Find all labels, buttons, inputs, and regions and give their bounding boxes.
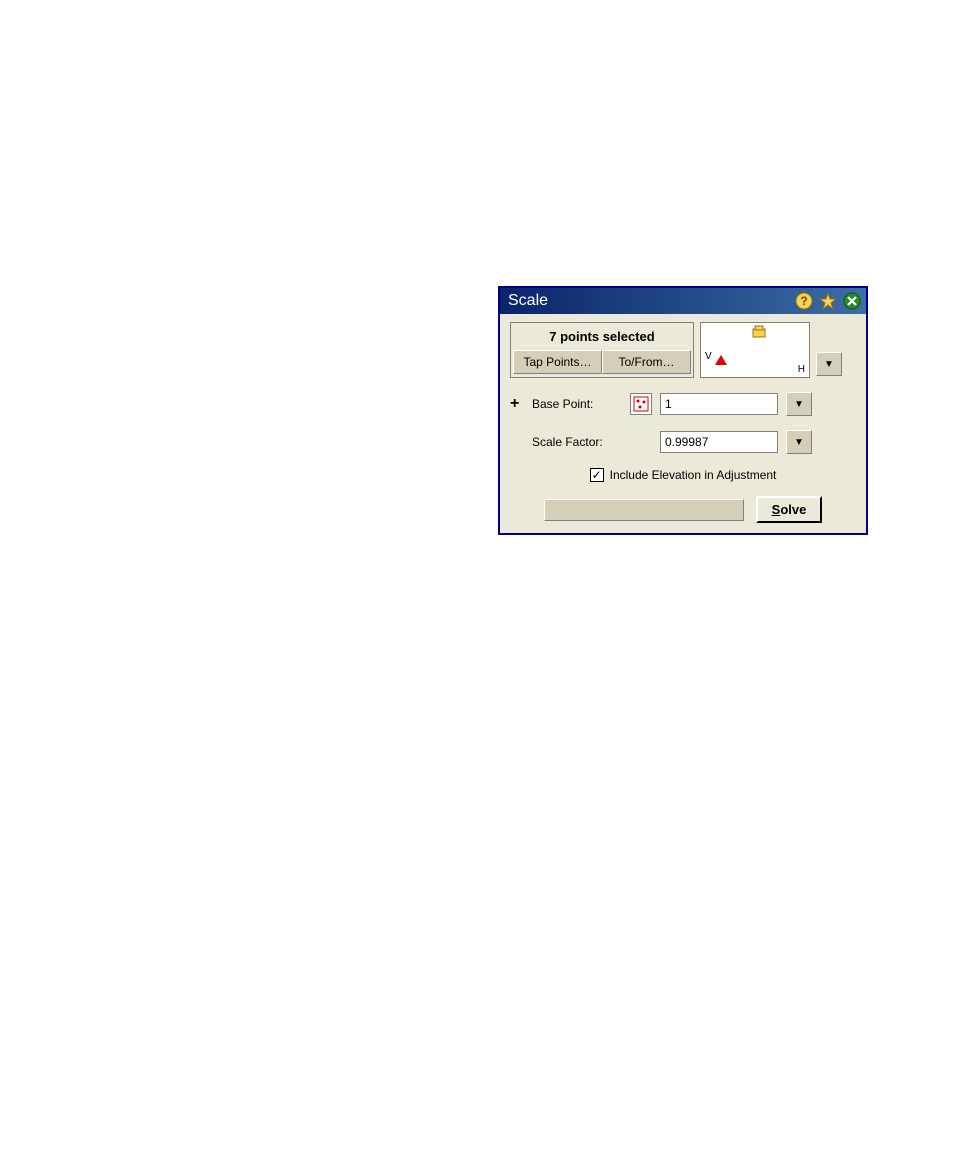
- chevron-down-icon: ▼: [794, 399, 804, 410]
- include-elevation-row: ✓ Include Elevation in Adjustment: [510, 468, 856, 482]
- scale-factor-label: Scale Factor:: [532, 435, 622, 449]
- base-point-row: + Base Point: ▼: [510, 392, 856, 416]
- map-dropdown-button[interactable]: ▼: [816, 352, 842, 376]
- titlebar: Scale ?: [500, 288, 866, 314]
- solve-rest: olve: [780, 502, 806, 517]
- scale-dialog: Scale ? 7 points selected Tap Points… To…: [498, 286, 868, 535]
- map-v-label: V: [705, 351, 712, 362]
- map-preview: V H: [700, 322, 810, 378]
- chevron-down-icon: ▼: [794, 437, 804, 448]
- map-h-label: H: [798, 364, 805, 375]
- scale-factor-dropdown-button[interactable]: ▼: [786, 430, 812, 454]
- plus-icon: +: [510, 395, 524, 413]
- base-point-label: Base Point:: [532, 397, 622, 411]
- dialog-body: 7 points selected Tap Points… To/From… V…: [500, 314, 866, 533]
- scale-factor-input[interactable]: [660, 431, 778, 453]
- svg-text:?: ?: [800, 294, 807, 308]
- status-bar: [544, 499, 744, 521]
- points-panel: 7 points selected Tap Points… To/From…: [510, 322, 694, 378]
- points-row: 7 points selected Tap Points… To/From… V…: [510, 322, 856, 378]
- point-picker-icon[interactable]: [630, 393, 652, 415]
- include-elevation-label: Include Elevation in Adjustment: [610, 468, 777, 482]
- tap-points-button[interactable]: Tap Points…: [513, 350, 602, 374]
- favorite-icon[interactable]: [818, 291, 838, 311]
- points-buttons: Tap Points… To/From…: [511, 348, 693, 376]
- dialog-title: Scale: [508, 292, 790, 310]
- chevron-down-icon: ▼: [824, 359, 834, 370]
- solve-button[interactable]: Solve: [756, 496, 823, 523]
- map-marker-icon: [751, 325, 767, 339]
- check-icon: ✓: [592, 469, 602, 481]
- scale-factor-row: Scale Factor: ▼: [510, 430, 856, 454]
- close-icon[interactable]: [842, 291, 862, 311]
- points-selected-label: 7 points selected: [511, 323, 693, 348]
- base-point-input[interactable]: [660, 393, 778, 415]
- base-point-dropdown-button[interactable]: ▼: [786, 392, 812, 416]
- map-triangle-icon: [715, 355, 727, 365]
- help-icon[interactable]: ?: [794, 291, 814, 311]
- bottom-row: Solve: [510, 496, 856, 523]
- to-from-button[interactable]: To/From…: [602, 350, 691, 374]
- include-elevation-checkbox[interactable]: ✓: [590, 468, 604, 482]
